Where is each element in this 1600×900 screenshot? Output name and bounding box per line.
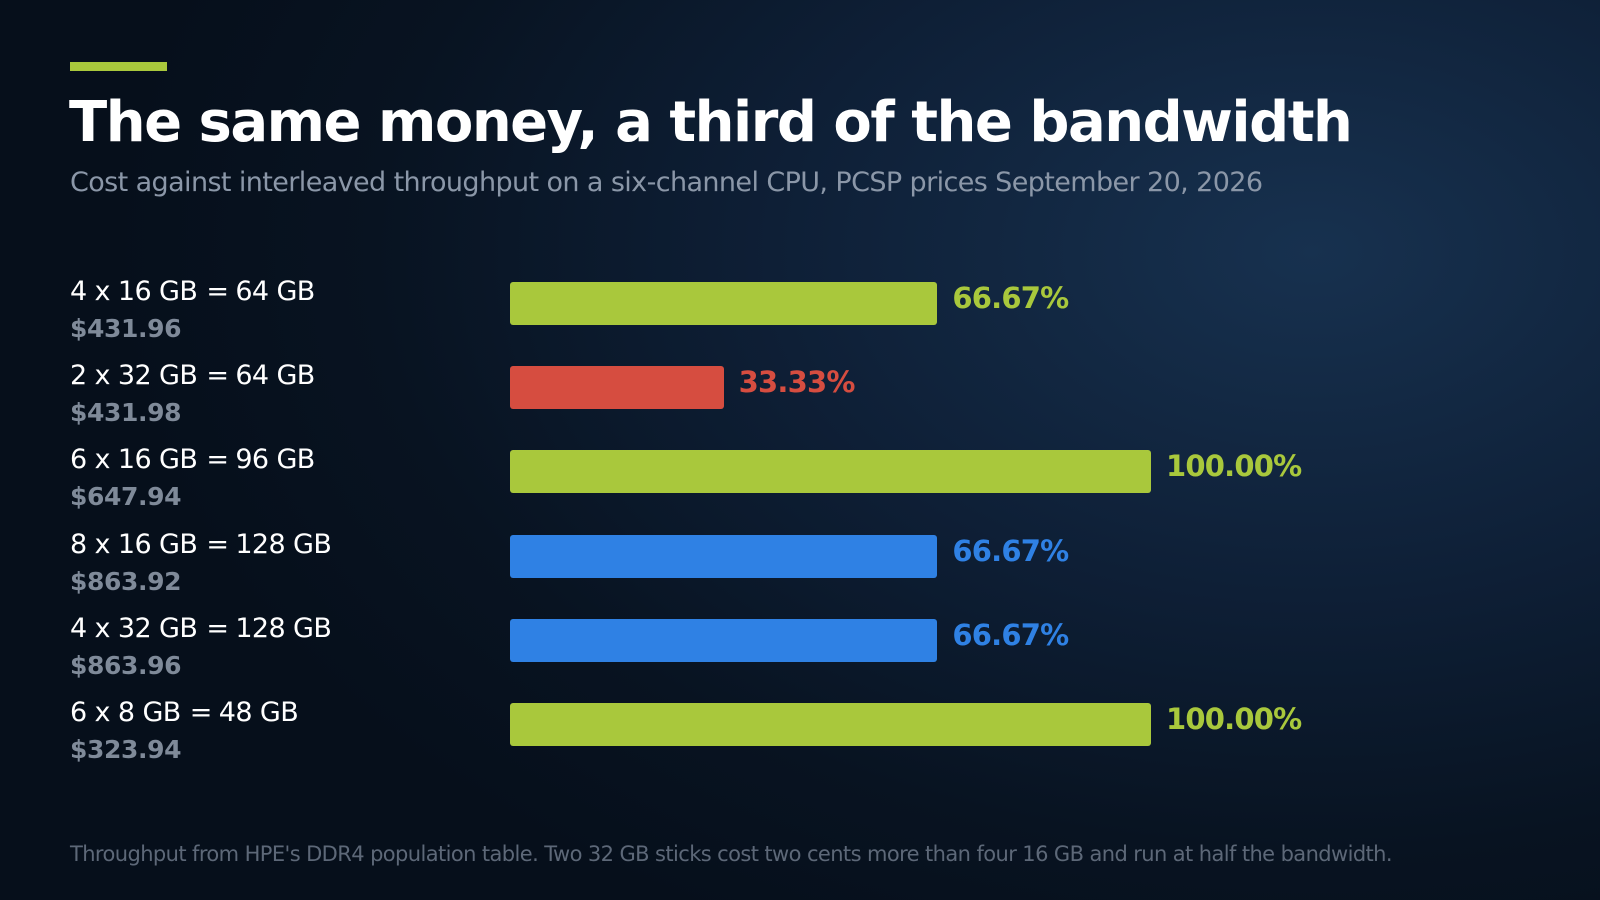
row-config-label: 6 x 16 GB = 96 GB: [70, 444, 315, 475]
total-capacity: 128 GB: [235, 528, 332, 560]
row-price: $863.92: [70, 566, 182, 596]
row-price: $431.96: [70, 314, 182, 343]
bandwidth-bar: [510, 282, 938, 325]
total-capacity: 64 GB: [235, 360, 315, 392]
config-text: 2 x 32 GB: [70, 360, 198, 392]
config-text: 6 x 8 GB: [70, 697, 181, 728]
total-capacity: 128 GB: [235, 612, 332, 644]
row-config-label: 4 x 16 GB = 64 GB: [70, 276, 315, 307]
bar-row: 8 x 16 GB = 128 GB $863.92 66.67%: [0, 529, 1600, 613]
bar-value-label: 100.00%: [1166, 449, 1302, 484]
bandwidth-bar: [510, 618, 938, 662]
bar-row: 6 x 8 GB = 48 GB $323.94 100.00%: [0, 697, 1600, 781]
bar-value-label: 33.33%: [738, 365, 856, 400]
equals-sign: =: [206, 444, 229, 476]
row-config-label: 4 x 32 GB = 128 GB: [70, 612, 332, 644]
bar-value-label: 100.00%: [1166, 702, 1302, 736]
total-capacity: 64 GB: [235, 276, 315, 307]
row-price: $323.94: [70, 735, 182, 764]
equals-sign: =: [206, 528, 229, 560]
accent-rule: [70, 62, 167, 71]
config-text: 4 x 32 GB: [70, 612, 198, 644]
row-price: $647.94: [70, 482, 182, 512]
bandwidth-bar: [510, 450, 1151, 494]
config-text: 8 x 16 GB: [70, 528, 198, 560]
footnote: Throughput from HPE's DDR4 population ta…: [70, 842, 1393, 866]
bar-value-label: 66.67%: [952, 281, 1069, 315]
equals-sign: =: [206, 276, 229, 307]
row-config-label: 6 x 8 GB = 48 GB: [70, 697, 299, 728]
bandwidth-bar: [510, 703, 1151, 746]
chart-title: The same money, a third of the bandwidth: [69, 90, 1353, 155]
bandwidth-bar: [510, 534, 938, 578]
bar-value-label: 66.67%: [952, 617, 1069, 652]
config-text: 6 x 16 GB: [70, 444, 198, 476]
total-capacity: 96 GB: [235, 444, 315, 476]
bar-row: 4 x 16 GB = 64 GB $431.96 66.67%: [0, 276, 1600, 360]
equals-sign: =: [206, 360, 229, 392]
row-price: $863.96: [70, 650, 182, 680]
chart-subtitle: Cost against interleaved throughput on a…: [70, 167, 1263, 198]
config-text: 4 x 16 GB: [70, 276, 198, 307]
row-config-label: 2 x 32 GB = 64 GB: [70, 360, 315, 391]
row-price: $431.98: [70, 398, 182, 428]
equals-sign: =: [189, 697, 213, 728]
equals-sign: =: [206, 612, 229, 644]
bar-row: 4 x 32 GB = 128 GB $863.96 66.67%: [0, 613, 1600, 697]
bar-value-label: 66.67%: [952, 533, 1069, 568]
bar-row: 6 x 16 GB = 96 GB $647.94 100.00%: [0, 444, 1600, 528]
total-capacity: 48 GB: [218, 697, 299, 728]
row-config-label: 8 x 16 GB = 128 GB: [70, 528, 332, 560]
bar-row: 2 x 32 GB = 64 GB $431.98 33.33%: [0, 360, 1600, 444]
bandwidth-bar: [510, 366, 724, 410]
